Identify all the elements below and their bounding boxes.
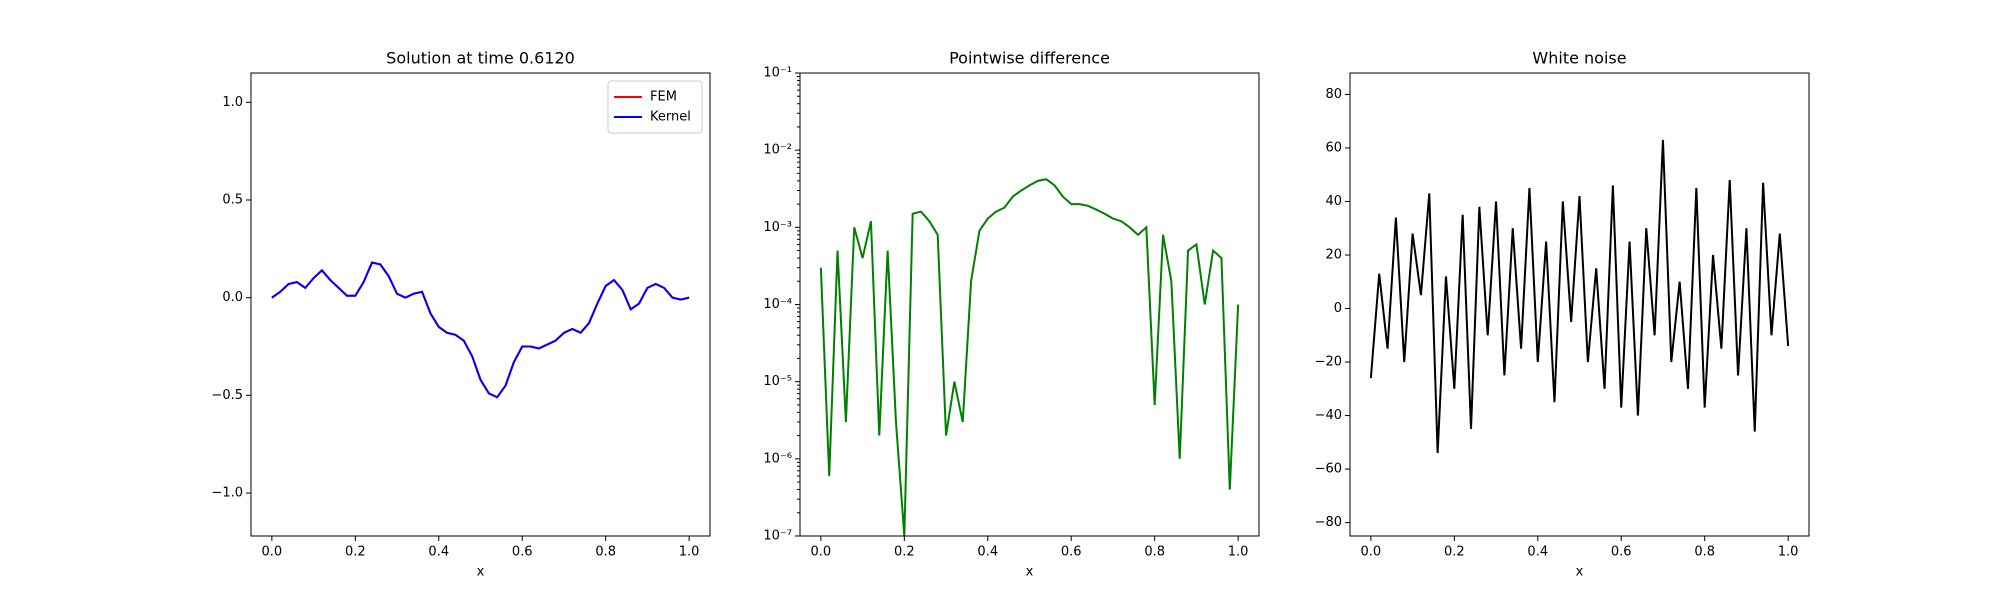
y-tick-label: 10⁻⁶ xyxy=(763,451,792,466)
x-tick-label: 0.2 xyxy=(894,545,915,560)
data-line xyxy=(271,261,690,399)
y-tick-label: 10⁻³ xyxy=(763,220,792,235)
y-tick-label: 10⁻² xyxy=(763,143,792,158)
x-tick-label: 0.6 xyxy=(1061,545,1082,560)
x-tick-label: 0.8 xyxy=(595,545,616,560)
data-line xyxy=(819,178,1240,537)
chart-title: Solution at time 0.6120 xyxy=(386,49,575,68)
x-tick-label: 0.2 xyxy=(1444,545,1465,560)
x-tick-label: 0.6 xyxy=(1611,545,1632,560)
axes-frame xyxy=(1349,72,1810,537)
x-axis-label: x xyxy=(1576,565,1584,580)
x-tick-label: 0.8 xyxy=(1144,545,1165,560)
y-tick-label: −40 xyxy=(1315,408,1342,423)
x-axis-label: x xyxy=(1026,565,1034,580)
y-tick-label: −1.0 xyxy=(211,486,243,501)
x-tick-label: 0.4 xyxy=(428,545,449,560)
x-tick-label: 0.6 xyxy=(512,545,533,560)
y-tick-label: 10⁻⁵ xyxy=(763,374,792,389)
axes-frame xyxy=(250,72,711,537)
legend-label: Kernel xyxy=(650,110,691,125)
y-tick-label: 1.0 xyxy=(222,95,243,110)
data-line xyxy=(1369,139,1790,454)
y-tick-label: 0 xyxy=(1334,301,1342,316)
y-tick-label: 80 xyxy=(1325,87,1342,102)
x-tick-label: 0.4 xyxy=(977,545,998,560)
y-tick-label: 60 xyxy=(1325,140,1342,155)
y-tick-label: 10⁻¹ xyxy=(763,66,792,81)
y-tick-label: 10⁻⁷ xyxy=(763,529,792,544)
x-tick-label: 0.4 xyxy=(1527,545,1548,560)
y-tick-label: 10⁻⁴ xyxy=(763,297,792,312)
chart-title: Pointwise difference xyxy=(949,49,1110,68)
x-tick-label: 1.0 xyxy=(679,545,700,560)
legend-label: FEM xyxy=(650,90,677,105)
x-tick-label: 1.0 xyxy=(1228,545,1249,560)
chart-title: White noise xyxy=(1532,49,1626,68)
x-tick-label: 0.0 xyxy=(811,545,832,560)
legend-box xyxy=(607,80,703,134)
x-tick-label: 0.0 xyxy=(262,545,283,560)
y-tick-label: −0.5 xyxy=(211,388,243,403)
y-tick-label: −60 xyxy=(1315,462,1342,477)
y-tick-label: 40 xyxy=(1325,194,1342,209)
x-axis-label: x xyxy=(477,565,485,580)
axes-frame xyxy=(799,72,1260,537)
y-tick-label: 0.5 xyxy=(222,192,243,207)
y-tick-label: −80 xyxy=(1315,515,1342,530)
x-tick-label: 0.2 xyxy=(345,545,366,560)
y-tick-label: 20 xyxy=(1325,247,1342,262)
x-tick-label: 0.8 xyxy=(1694,545,1715,560)
x-tick-label: 1.0 xyxy=(1778,545,1799,560)
y-tick-label: 0.0 xyxy=(222,290,243,305)
y-tick-label: −20 xyxy=(1315,355,1342,370)
x-tick-label: 0.0 xyxy=(1361,545,1382,560)
